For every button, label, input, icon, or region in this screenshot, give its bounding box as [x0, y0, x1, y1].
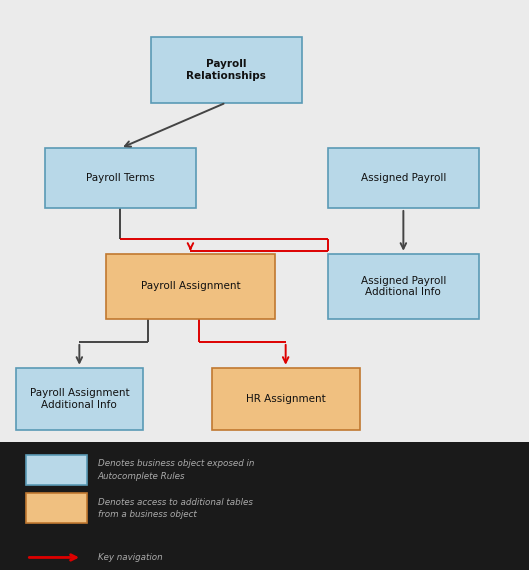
Text: Assigned Payroll: Assigned Payroll [361, 173, 446, 183]
Text: Payroll
Relationships: Payroll Relationships [186, 59, 266, 80]
Text: from a business object: from a business object [98, 510, 197, 519]
FancyBboxPatch shape [151, 37, 302, 103]
Text: Key navigation: Key navigation [98, 553, 162, 562]
Text: Denotes access to additional tables: Denotes access to additional tables [98, 498, 253, 507]
Bar [0, 442, 529, 570]
Text: Autocomplete Rules: Autocomplete Rules [98, 472, 185, 481]
FancyBboxPatch shape [45, 148, 196, 208]
FancyBboxPatch shape [106, 254, 275, 319]
Text: Denotes business object exposed in: Denotes business object exposed in [98, 459, 254, 469]
FancyBboxPatch shape [26, 455, 87, 484]
FancyBboxPatch shape [328, 254, 479, 319]
FancyBboxPatch shape [26, 493, 87, 523]
Text: Payroll Assignment
Additional Info: Payroll Assignment Additional Info [30, 388, 129, 410]
FancyBboxPatch shape [212, 368, 360, 430]
Text: Assigned Payroll
Additional Info: Assigned Payroll Additional Info [361, 276, 446, 297]
Text: Payroll Assignment: Payroll Assignment [141, 282, 240, 291]
FancyBboxPatch shape [328, 148, 479, 208]
Text: HR Assignment: HR Assignment [246, 394, 325, 404]
FancyBboxPatch shape [16, 368, 143, 430]
Text: Payroll Terms: Payroll Terms [86, 173, 154, 183]
